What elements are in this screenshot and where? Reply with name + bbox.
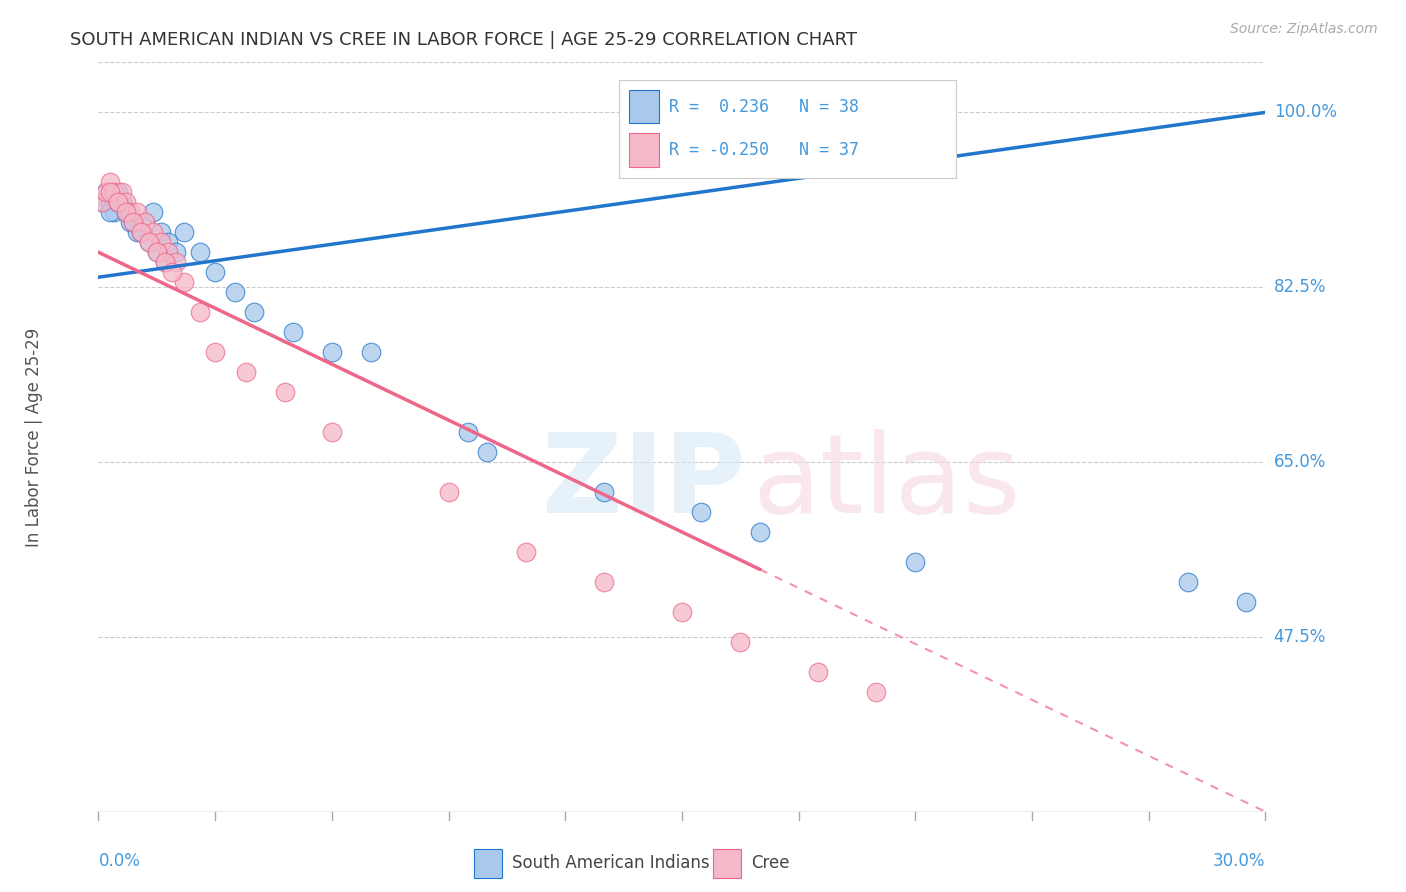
Point	[807, 665, 830, 679]
Point	[153, 255, 176, 269]
Point	[98, 186, 121, 200]
Point	[281, 325, 304, 339]
Text: 100.0%: 100.0%	[1274, 103, 1337, 121]
Point	[114, 205, 136, 219]
Point	[134, 215, 156, 229]
Point	[477, 445, 499, 459]
Text: Source: ZipAtlas.com: Source: ZipAtlas.com	[1230, 22, 1378, 37]
Point	[107, 195, 129, 210]
Point	[122, 215, 145, 229]
Point	[173, 275, 195, 289]
Point	[114, 195, 136, 210]
Text: 30.0%: 30.0%	[1213, 852, 1265, 870]
Text: atlas: atlas	[752, 428, 1021, 535]
Point	[107, 195, 129, 210]
Point	[142, 205, 165, 219]
Point	[204, 265, 226, 279]
Point	[671, 605, 693, 619]
Point	[457, 425, 479, 439]
Point	[235, 365, 257, 379]
Point	[593, 485, 616, 500]
Bar	[628, 133, 659, 167]
Point	[865, 685, 887, 699]
Point	[165, 245, 187, 260]
Point	[149, 225, 172, 239]
Point	[321, 345, 343, 359]
Point	[146, 245, 169, 260]
Bar	[474, 849, 502, 878]
Text: 0.0%: 0.0%	[98, 852, 141, 870]
Point	[1177, 574, 1199, 589]
Point	[360, 345, 382, 359]
Point	[103, 205, 125, 219]
Point	[748, 524, 770, 539]
Point	[157, 245, 180, 260]
Point	[103, 186, 125, 200]
Point	[129, 225, 152, 239]
Text: South American Indians: South American Indians	[512, 855, 710, 872]
Point	[96, 186, 118, 200]
Text: Cree: Cree	[751, 855, 789, 872]
Point	[107, 195, 129, 210]
Point	[138, 235, 160, 250]
Point	[96, 186, 118, 200]
Point	[138, 235, 160, 250]
Point	[142, 225, 165, 239]
Point	[111, 186, 134, 200]
Point	[188, 305, 211, 319]
Bar	[628, 90, 659, 123]
Point	[111, 195, 134, 210]
Point	[173, 225, 195, 239]
Point	[98, 175, 121, 189]
Point	[114, 205, 136, 219]
Point	[149, 235, 172, 250]
Point	[118, 205, 141, 219]
Point	[162, 265, 184, 279]
Text: ZIP: ZIP	[541, 428, 745, 535]
Point	[157, 235, 180, 250]
Point	[98, 195, 121, 210]
Bar	[713, 849, 741, 878]
Point	[321, 425, 343, 439]
Text: 82.5%: 82.5%	[1274, 278, 1326, 296]
Point	[122, 215, 145, 229]
Point	[437, 485, 460, 500]
Text: 47.5%: 47.5%	[1274, 628, 1326, 646]
Point	[153, 255, 176, 269]
Point	[98, 205, 121, 219]
Point	[114, 205, 136, 219]
Point	[91, 195, 114, 210]
Text: R =  0.236   N = 38: R = 0.236 N = 38	[669, 98, 859, 116]
Point	[593, 574, 616, 589]
Text: 65.0%: 65.0%	[1274, 453, 1326, 471]
Point	[165, 255, 187, 269]
Point	[224, 285, 246, 300]
Point	[91, 195, 114, 210]
Point	[243, 305, 266, 319]
Point	[127, 225, 149, 239]
Point	[129, 225, 152, 239]
Point	[515, 545, 537, 559]
Point	[204, 345, 226, 359]
Text: R = -0.250   N = 37: R = -0.250 N = 37	[669, 141, 859, 159]
Point	[134, 215, 156, 229]
Point	[107, 186, 129, 200]
Point	[1234, 595, 1257, 609]
Text: SOUTH AMERICAN INDIAN VS CREE IN LABOR FORCE | AGE 25-29 CORRELATION CHART: SOUTH AMERICAN INDIAN VS CREE IN LABOR F…	[70, 31, 858, 49]
Text: In Labor Force | Age 25-29: In Labor Force | Age 25-29	[25, 327, 44, 547]
Point	[274, 385, 297, 400]
Point	[730, 635, 752, 649]
Point	[118, 215, 141, 229]
Point	[904, 555, 927, 569]
Point	[127, 205, 149, 219]
Point	[188, 245, 211, 260]
Point	[690, 505, 713, 519]
Point	[146, 245, 169, 260]
